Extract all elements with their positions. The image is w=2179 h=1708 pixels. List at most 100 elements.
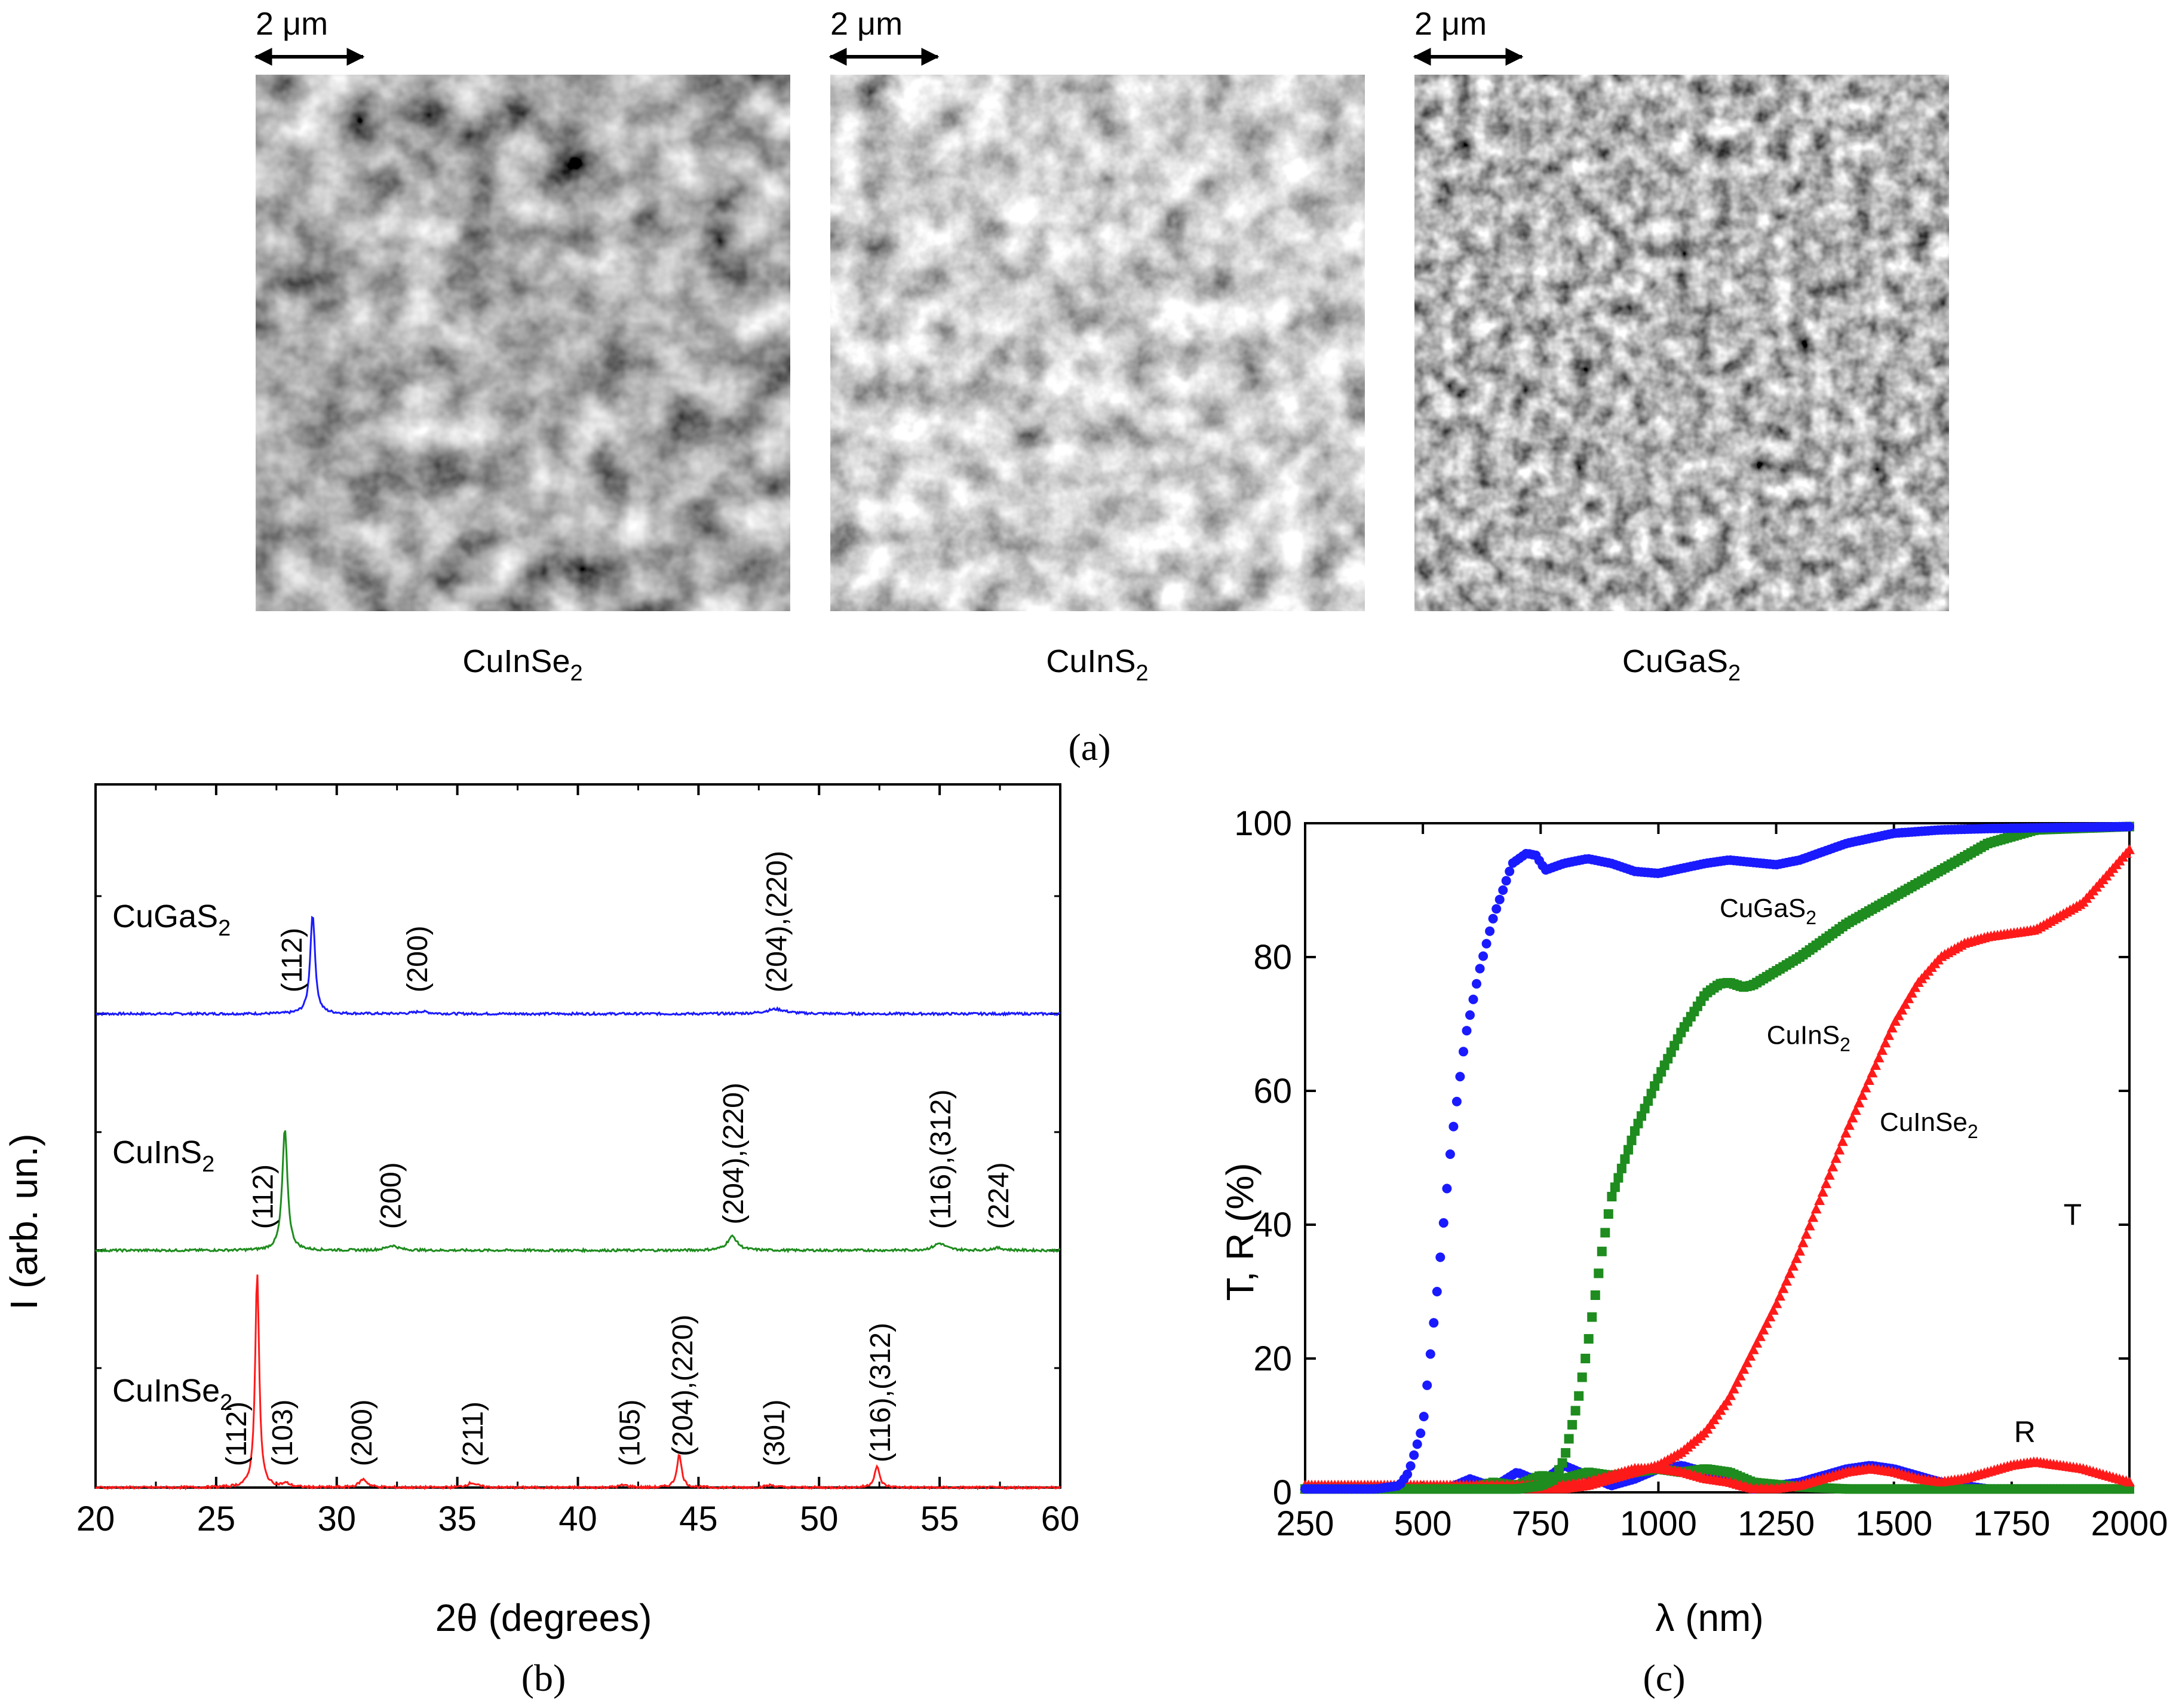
data-point [1409,1450,1419,1460]
data-point [1633,1118,1643,1129]
x-tick-label: 50 [800,1500,839,1538]
data-point [1791,1253,1802,1264]
data-point [2124,1476,2135,1487]
data-point [1448,1121,1459,1131]
data-point [1435,1252,1445,1262]
data-point [1623,1145,1633,1155]
data-point [1472,979,1481,989]
data-point [1721,1395,1733,1406]
x-tick-label: 250 [1276,1504,1334,1543]
data-point [1824,1169,1835,1180]
data-point [1853,1097,1865,1108]
data-point [1794,1245,1805,1256]
data-point [1557,1458,1567,1468]
data-point [1906,987,1917,998]
data-point [1422,1380,1432,1390]
data-point [1494,894,1505,904]
panel-a: 2 μm CuInSe2 2 μm CuInS2 2 μm CuGaS2 (a) [254,6,1949,768]
data-point [1810,1203,1822,1214]
x-tick-label: 1000 [1620,1504,1697,1543]
x-tick-label: 35 [438,1500,477,1538]
series-name-label: CuGaS2 [112,899,231,941]
x-axis-title: 2θ (degrees) [435,1596,652,1639]
data-point [1405,1461,1416,1471]
data-point [1564,1434,1574,1444]
data-point [2125,821,2134,832]
data-point [1807,1212,1819,1222]
panel-c-label: (c) [1643,1657,1685,1699]
data-point [1735,1370,1746,1381]
data-point [1890,1016,1901,1026]
y-axis-title: I (arb. un.) [2,1133,45,1310]
xrd-series-line [94,1130,1061,1254]
data-point [1870,1059,1881,1070]
x-tick-label: 1250 [1738,1504,1815,1543]
data-point [1626,1135,1637,1145]
peak-label: (116),(312) [865,1323,897,1462]
data-point [1840,1127,1852,1138]
data-point [1607,1192,1617,1201]
data-point [1764,1311,1776,1321]
peak-label: (200) [376,1162,407,1229]
peak-label: (112) [277,928,308,993]
peak-label: (105) [614,1399,646,1466]
data-point [1896,1004,1908,1015]
x-tick-label: 1750 [1973,1504,2050,1543]
series-name-label: CuInS2 [112,1134,214,1177]
afm-panel-1: 2 μm CuInSe2 [254,6,790,686]
data-point [1827,1161,1839,1172]
data-point [1570,1406,1580,1416]
data-point [1587,1312,1597,1322]
data-point [1893,1010,1904,1020]
data-point [1650,1081,1660,1091]
peak-label: (200) [346,1399,378,1466]
data-point [1425,1349,1435,1359]
plot-frame [1304,822,2131,1494]
data-point [1465,1010,1475,1020]
x-tick-label: 30 [317,1500,356,1538]
data-point [1590,1290,1600,1300]
data-point [1613,1173,1623,1183]
x-tick-label: 1500 [1855,1504,1932,1543]
data-point [1574,1391,1584,1401]
data-point [1883,1029,1894,1040]
data-point [1863,1075,1874,1085]
data-point [1468,994,1478,1004]
data-point [1580,1354,1591,1363]
peak-label: (116),(312) [925,1090,957,1229]
data-point [2125,1484,2134,1494]
data-point [1788,1260,1799,1271]
data-point [1481,939,1491,949]
curve-label: CuInSe2 [1880,1108,1978,1142]
data-point [1620,1154,1630,1164]
peak-label: (204),(220) [667,1314,699,1456]
data-point [1610,1182,1620,1192]
data-point [1821,1177,1832,1188]
series-name-label: CuInSe2 [112,1373,232,1415]
afm-image-grains-cuins2 [830,75,1365,611]
peak-label: (200) [402,925,434,992]
data-point [1767,1304,1779,1315]
data-point [1498,885,1508,895]
transmission-plot-area: 250 500 750 1000 1250 1500 1750 2000 0 20 40 60 80 10… [1234,804,2168,1543]
afm-panel-2: 2 μm CuInS2 [828,6,1365,686]
data-point [1886,1022,1898,1033]
data-point [1412,1439,1422,1449]
x-tick-label: 500 [1394,1504,1452,1543]
data-point [1728,1383,1739,1394]
scale-bar-label: 2 μm [1414,6,1487,42]
data-point [1817,1186,1828,1197]
data-point [1630,1126,1640,1136]
afm-caption: CuInSe2 [462,643,582,686]
data-point [1488,913,1498,924]
data-point [1597,1246,1607,1256]
data-point [1797,1237,1809,1247]
data-point [1741,1357,1753,1367]
data-point [1600,1228,1610,1238]
x-tick-label: 20 [76,1500,115,1538]
data-point [1485,926,1495,936]
data-point [1594,1268,1604,1278]
y-tick-label: 100 [1234,804,1292,843]
data-point [1478,951,1489,961]
data-point [1814,1195,1825,1206]
